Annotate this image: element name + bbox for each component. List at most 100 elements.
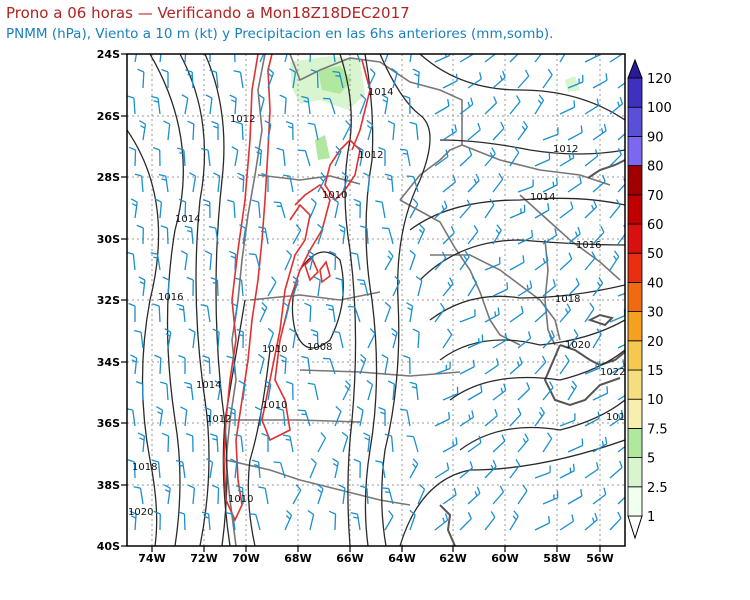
wind-barb: [356, 406, 364, 427]
wind-barb: [130, 354, 138, 375]
wind-barb: [484, 511, 496, 531]
wind-barb: [378, 146, 386, 166]
wind-barb: [156, 406, 164, 427]
wind-barb: [285, 381, 294, 401]
wind-barb: [177, 511, 186, 531]
wind-barb: [517, 179, 534, 193]
wind-barb: [133, 486, 144, 505]
wind-barb: [584, 360, 601, 375]
wind-barb: [310, 69, 319, 89]
wind-barb: [237, 172, 245, 193]
wind-barb: [492, 172, 504, 193]
wind-barb: [542, 490, 559, 505]
colorbar-label: 100: [647, 101, 672, 116]
isobar-label: 1010: [322, 190, 347, 201]
wind-barb: [584, 512, 598, 531]
wind-barb: [534, 304, 548, 323]
wind-barb: [230, 458, 238, 479]
isobar-label: 1012: [206, 414, 231, 425]
wind-barb: [137, 432, 146, 453]
wind-barb: [384, 173, 394, 193]
wind-barb: [534, 202, 550, 219]
wind-barb: [567, 125, 583, 141]
wind-barb: [231, 146, 239, 167]
lon-label: 56W: [586, 552, 613, 565]
wind-barb: [534, 94, 545, 115]
wind-barb: [509, 255, 525, 271]
colorbar-label: 50: [647, 247, 664, 262]
isobar-label: 1010: [228, 494, 253, 505]
lon-label: 58W: [543, 552, 570, 565]
wind-barb: [229, 94, 237, 115]
wind-barb: [185, 433, 194, 453]
wind-barb: [151, 459, 161, 479]
wind-barb: [342, 120, 351, 141]
wind-barb: [282, 434, 294, 453]
wind-barb: [559, 54, 566, 63]
wind-barb: [609, 460, 623, 479]
wind-barb: [285, 121, 294, 141]
wind-barb: [534, 152, 551, 167]
wind-barb: [289, 68, 297, 89]
wind-barb: [251, 199, 261, 219]
wind-barb: [163, 484, 171, 505]
wind-barb: [442, 487, 457, 505]
wind-barb: [399, 408, 411, 427]
wind-barb: [492, 434, 506, 453]
colorbar-segment: [627, 165, 643, 196]
wind-barb: [185, 69, 194, 89]
wind-barb: [187, 484, 196, 505]
colorbar-segment: [627, 340, 643, 371]
wind-barb: [434, 513, 449, 531]
wind-barb: [617, 343, 625, 349]
wind-barb: [559, 514, 575, 531]
wind-barb: [154, 198, 163, 219]
wind-barb: [236, 328, 244, 349]
isobar-label: 1014: [530, 192, 555, 203]
wind-barb: [201, 511, 211, 531]
wind-barb: [138, 276, 146, 297]
wind-barb: [409, 121, 419, 141]
wind-barb: [180, 406, 188, 427]
wind-barb: [559, 413, 576, 427]
wind-barb: [609, 409, 624, 427]
colorbar-top-arrow: [627, 58, 643, 79]
wind-barb: [467, 435, 482, 453]
wind-barb: [209, 433, 219, 453]
wind-barb: [228, 250, 237, 271]
wind-barb: [152, 303, 161, 323]
wind-barb: [467, 225, 479, 245]
wind-barb: [350, 252, 361, 271]
wind-barb: [127, 459, 136, 479]
colorbar-segment: [627, 281, 643, 312]
wind-barb: [128, 302, 136, 322]
wind-barb: [184, 381, 194, 401]
lon-label: 74W: [138, 552, 165, 565]
wind-barb: [391, 67, 398, 89]
wind-barb: [317, 483, 324, 505]
lat-label: 34S: [97, 356, 120, 369]
wind-barb: [509, 95, 521, 115]
wind-barb: [353, 198, 361, 219]
wind-barb: [210, 277, 219, 297]
wind-barb: [399, 148, 411, 167]
wind-barb: [467, 334, 484, 349]
wind-barb: [284, 509, 293, 531]
wind-barb: [248, 253, 261, 271]
wind-barb: [609, 148, 622, 167]
wind-barb: [134, 173, 144, 193]
wind-barb: [176, 147, 186, 167]
wind-barb: [415, 275, 423, 297]
wind-barb: [205, 94, 213, 115]
wind-barb: [567, 329, 579, 349]
wind-barb: [238, 380, 246, 401]
isobar-label: 1012: [553, 144, 578, 155]
colorbar-label: 90: [647, 130, 664, 145]
coastline: [439, 159, 625, 546]
wind-barb: [509, 407, 522, 427]
wind-barb: [284, 249, 293, 271]
wind-barb: [209, 69, 219, 89]
isobar-label: 1012: [358, 150, 383, 161]
colorbar-label: 7.5: [647, 422, 668, 437]
wind-barb: [434, 462, 450, 479]
